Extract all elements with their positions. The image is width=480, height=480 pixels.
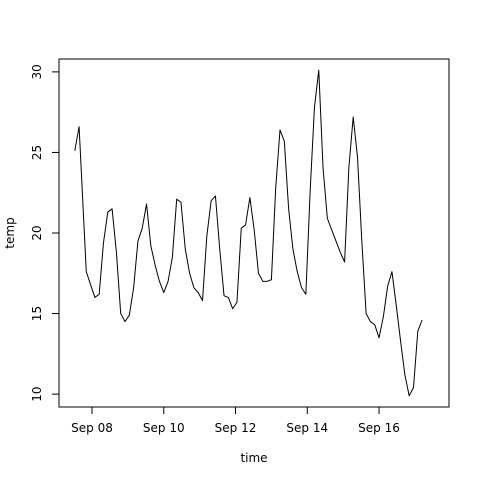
y-tick-label: 25	[30, 145, 44, 160]
series-line	[74, 69, 423, 397]
x-axis: Sep 08 Sep 10 Sep 12 Sep 14 Sep 16	[71, 407, 400, 435]
y-tick-label: 20	[30, 225, 44, 240]
y-tick-label: 15	[30, 306, 44, 321]
y-tick-label: 30	[30, 64, 44, 79]
x-tick-label: Sep 12	[215, 421, 257, 435]
y-axis: 10 15 20 25 30	[30, 64, 59, 402]
series-layer	[74, 69, 423, 397]
y-tick-label: 10	[30, 386, 44, 401]
x-tick-label: Sep 08	[71, 421, 113, 435]
y-axis-title: temp	[3, 217, 17, 248]
x-tick-label: Sep 16	[358, 421, 400, 435]
x-tick-label: Sep 14	[286, 421, 328, 435]
x-tick-label: Sep 10	[143, 421, 185, 435]
x-axis-title: time	[240, 451, 267, 465]
